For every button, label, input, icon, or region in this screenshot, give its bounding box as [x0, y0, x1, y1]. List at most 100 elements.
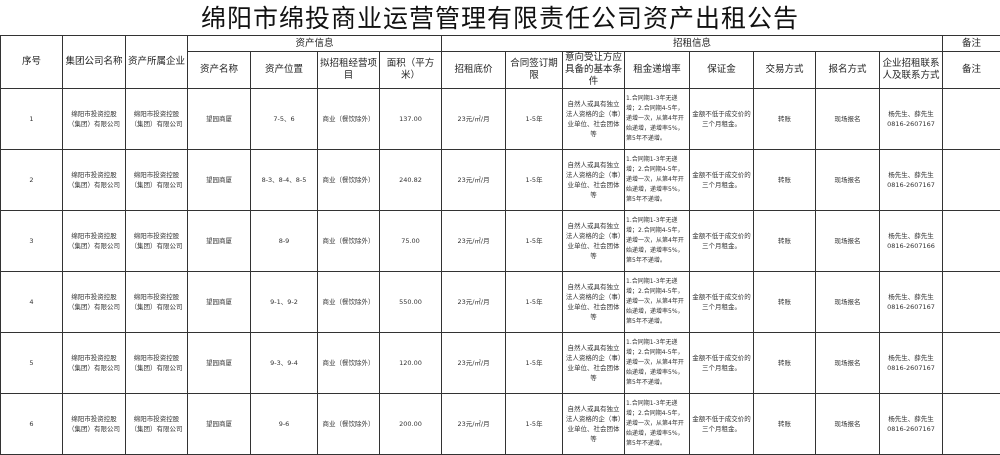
cell-registration: 现场报名: [815, 332, 881, 394]
cell-group: 绵阳市投资控股（集团）有限公司: [62, 393, 126, 455]
cell-location: 7-5、6: [250, 88, 318, 150]
cell-area: 550.00: [378, 271, 443, 333]
cell-deposit: 金额不低于成交价的三个月租金。: [689, 88, 755, 150]
cell-registration: 现场报名: [815, 393, 881, 455]
table-row: 6 绵阳市投资控股（集团）有限公司 绵阳市投资控股（集团）有限公司 望园商厦 9-6 商业…: [0, 393, 1000, 455]
cell-group: 绵阳市投资控股（集团）有限公司: [62, 332, 126, 394]
cell-asset-name: 望园商厦: [187, 332, 251, 394]
cell-term: 1-5年: [505, 210, 564, 272]
cell-transaction: 转账: [753, 271, 817, 333]
header-transaction: 交易方式: [753, 51, 817, 89]
table-row: 4 绵阳市投资控股（集团）有限公司 绵阳市投资控股（集团）有限公司 望园商厦 9-1、9…: [0, 271, 1000, 333]
lease-table: 序号 集团公司名称 资产所属企业 资产信息 招租信息 备注 资产名称 资产位置 …: [0, 35, 1000, 455]
cell-contact: 杨先生、薛先生 0816-2607166: [879, 210, 944, 272]
cell-location: 9-1、9-2: [250, 271, 318, 333]
cell-deposit: 金额不低于成交价的三个月租金。: [689, 271, 755, 333]
cell-asset-name: 望园商厦: [187, 149, 251, 211]
cell-transaction: 转账: [753, 393, 817, 455]
cell-contact: 杨先生、薛先生 0816-2607167: [879, 88, 944, 150]
header-business: 拟招租经营项目: [317, 51, 380, 89]
cell-term: 1-5年: [505, 332, 564, 394]
cell-increase: 1.合同期1-3年无递增；2.合同期4-5年，递增一次，从第4年开始递增，递增率…: [624, 271, 691, 333]
cell-base-price: 23元/㎡/月: [441, 393, 507, 455]
cell-deposit: 金额不低于成交价的三个月租金。: [689, 393, 755, 455]
header-registration: 报名方式: [815, 51, 881, 89]
cell-conditions: 自然人或具有独立法人资格的企（事）业单位、社会团体等: [562, 88, 626, 150]
cell-term: 1-5年: [505, 88, 564, 150]
cell-conditions: 自然人或具有独立法人资格的企（事）业单位、社会团体等: [562, 332, 626, 394]
cell-increase: 1.合同期1-3年无递增；2.合同期4-5年，递增一次，从第4年开始递增，递增率…: [624, 393, 691, 455]
page-title: 绵阳市绵投商业运营管理有限责任公司资产出租公告: [200, 4, 799, 33]
cell-remark: [942, 393, 1000, 455]
cell-contact: 杨先生、薛先生 0816-2607167: [879, 271, 944, 333]
header-conditions: 意向受让方应具备的基本条件: [562, 51, 626, 89]
header-term: 合同签订期限: [505, 51, 564, 89]
cell-owner: 绵阳市投资控股（集团）有限公司: [125, 149, 188, 211]
header-increase: 租金递增率: [624, 51, 691, 89]
cell-increase: 1.合同期1-3年无递增；2.合同期4-5年，递增一次，从第4年开始递增，递增率…: [624, 88, 691, 150]
cell-transaction: 转账: [753, 88, 817, 150]
cell-term: 1-5年: [505, 393, 564, 455]
cell-owner: 绵阳市投资控股（集团）有限公司: [125, 88, 188, 150]
header-lease-info: 招租信息: [441, 35, 944, 52]
cell-transaction: 转账: [753, 149, 817, 211]
table-row: 5 绵阳市投资控股（集团）有限公司 绵阳市投资控股（集团）有限公司 望园商厦 9-3、9…: [0, 332, 1000, 394]
cell-increase: 1.合同期1-3年无递增；2.合同期4-5年，递增一次，从第4年开始递增，递增率…: [624, 149, 691, 211]
cell-base-price: 23元/㎡/月: [441, 149, 507, 211]
cell-seq: 3: [0, 210, 63, 272]
cell-business: 商业（餐饮除外）: [317, 210, 380, 272]
cell-seq: 2: [0, 149, 63, 211]
cell-remark: [942, 332, 1000, 394]
cell-base-price: 23元/㎡/月: [441, 271, 507, 333]
table-row: 2 绵阳市投资控股（集团）有限公司 绵阳市投资控股（集团）有限公司 望园商厦 8-3、8…: [0, 149, 1000, 211]
cell-location: 8-9: [250, 210, 318, 272]
cell-group: 绵阳市投资控股（集团）有限公司: [62, 210, 126, 272]
cell-owner: 绵阳市投资控股（集团）有限公司: [125, 332, 188, 394]
cell-transaction: 转账: [753, 332, 817, 394]
cell-contact: 杨先生、薛先生 0816-2607167: [879, 393, 944, 455]
cell-seq: 6: [0, 393, 63, 455]
cell-remark: [942, 210, 1000, 272]
header-owner: 资产所属企业: [125, 35, 188, 89]
cell-asset-name: 望园商厦: [187, 393, 251, 455]
table-row: 1 绵阳市投资控股（集团）有限公司 绵阳市投资控股（集团）有限公司 望园商厦 7-5、6…: [0, 88, 1000, 150]
cell-conditions: 自然人或具有独立法人资格的企（事）业单位、社会团体等: [562, 149, 626, 211]
cell-registration: 现场报名: [815, 88, 881, 150]
cell-increase: 1.合同期1-3年无递增；2.合同期4-5年，递增一次，从第4年开始递增，递增率…: [624, 210, 691, 272]
cell-base-price: 23元/㎡/月: [441, 210, 507, 272]
header-group: 集团公司名称: [62, 35, 126, 89]
cell-base-price: 23元/㎡/月: [441, 88, 507, 150]
cell-deposit: 金额不低于成交价的三个月租金。: [689, 149, 755, 211]
cell-seq: 5: [0, 332, 63, 394]
cell-conditions: 自然人或具有独立法人资格的企（事）业单位、社会团体等: [562, 271, 626, 333]
cell-registration: 现场报名: [815, 149, 881, 211]
cell-registration: 现场报名: [815, 271, 881, 333]
cell-deposit: 金额不低于成交价的三个月租金。: [689, 210, 755, 272]
cell-area: 240.82: [378, 149, 443, 211]
cell-owner: 绵阳市投资控股（集团）有限公司: [125, 210, 188, 272]
cell-owner: 绵阳市投资控股（集团）有限公司: [125, 393, 188, 455]
cell-business: 商业（餐饮除外）: [317, 88, 380, 150]
cell-business: 商业（餐饮除外）: [317, 271, 380, 333]
cell-deposit: 金额不低于成交价的三个月租金。: [689, 332, 755, 394]
cell-contact: 杨先生、薛先生 0816-2607167: [879, 149, 944, 211]
cell-remark: [942, 149, 1000, 211]
cell-location: 8-3、8-4、8-5: [250, 149, 318, 211]
header-deposit: 保证金: [689, 51, 755, 89]
cell-area: 200.00: [378, 393, 443, 455]
header-asset-name: 资产名称: [187, 51, 251, 89]
cell-transaction: 转账: [753, 210, 817, 272]
cell-asset-name: 望园商厦: [187, 88, 251, 150]
cell-seq: 1: [0, 88, 63, 150]
cell-term: 1-5年: [505, 149, 564, 211]
cell-group: 绵阳市投资控股（集团）有限公司: [62, 271, 126, 333]
cell-registration: 现场报名: [815, 210, 881, 272]
cell-area: 120.00: [378, 332, 443, 394]
cell-business: 商业（餐饮除外）: [317, 149, 380, 211]
cell-conditions: 自然人或具有独立法人资格的企（事）业单位、社会团体等: [562, 210, 626, 272]
cell-business: 商业（餐饮除外）: [317, 332, 380, 394]
cell-business: 商业（餐饮除外）: [317, 393, 380, 455]
cell-location: 9-3、9-4: [250, 332, 318, 394]
cell-group: 绵阳市投资控股（集团）有限公司: [62, 149, 126, 211]
cell-increase: 1.合同期1-3年无递增；2.合同期4-5年，递增一次，从第4年开始递增，递增率…: [624, 332, 691, 394]
